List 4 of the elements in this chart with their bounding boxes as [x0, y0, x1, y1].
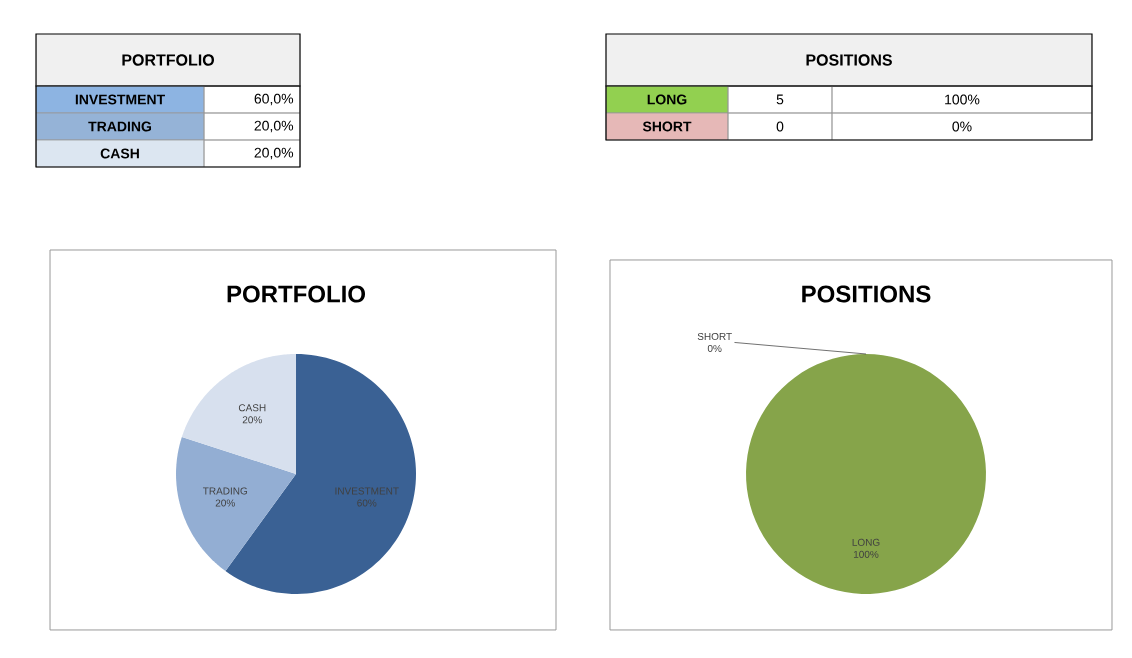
chart-title: PORTFOLIO	[227, 285, 366, 303]
chart-title: POSITIONS	[802, 285, 931, 303]
text: PORTFOLIO	[122, 54, 215, 66]
text: POSITIONS	[806, 54, 892, 66]
